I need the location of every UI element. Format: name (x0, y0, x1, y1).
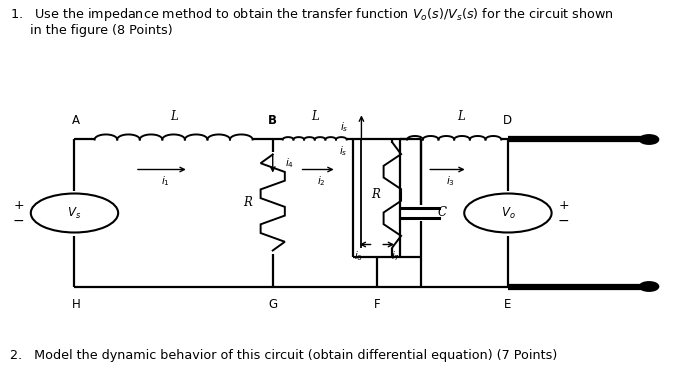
Text: $i_s$: $i_s$ (340, 121, 349, 134)
Text: $V_o$: $V_o$ (500, 206, 515, 220)
Text: L: L (311, 110, 318, 123)
Text: F: F (374, 298, 380, 312)
Text: D: D (503, 114, 512, 128)
Text: $i_3$: $i_3$ (447, 175, 455, 188)
Text: E: E (504, 298, 512, 312)
Text: C: C (438, 207, 447, 219)
Text: $i_1$: $i_1$ (161, 175, 169, 188)
Text: $V_s$: $V_s$ (67, 206, 82, 220)
Text: −: − (558, 213, 570, 228)
Text: B: B (268, 114, 277, 128)
Text: +: + (559, 199, 569, 212)
Text: $i_7$: $i_7$ (391, 249, 400, 263)
Text: +: + (13, 199, 24, 212)
Text: A: A (72, 114, 80, 128)
Text: $i_s$: $i_s$ (340, 145, 348, 158)
Text: G: G (268, 298, 277, 312)
Text: $i_2$: $i_2$ (317, 175, 326, 188)
Text: R: R (371, 189, 380, 201)
Text: 1.   Use the impedance method to obtain the transfer function $V_o(s)/V_s(s)$ fo: 1. Use the impedance method to obtain th… (10, 6, 615, 22)
Text: in the figure (8 Points): in the figure (8 Points) (10, 24, 173, 38)
Circle shape (640, 136, 658, 143)
Text: $i_6$: $i_6$ (354, 249, 363, 263)
Text: −: − (13, 213, 25, 228)
Text: R: R (243, 196, 251, 209)
Text: 2.   Model the dynamic behavior of this circuit (obtain differential equation) (: 2. Model the dynamic behavior of this ci… (10, 349, 558, 362)
Text: H: H (71, 298, 80, 312)
Circle shape (640, 283, 658, 290)
Text: L: L (169, 110, 178, 123)
Text: L: L (457, 110, 465, 123)
Text: $i_4$: $i_4$ (285, 157, 294, 170)
